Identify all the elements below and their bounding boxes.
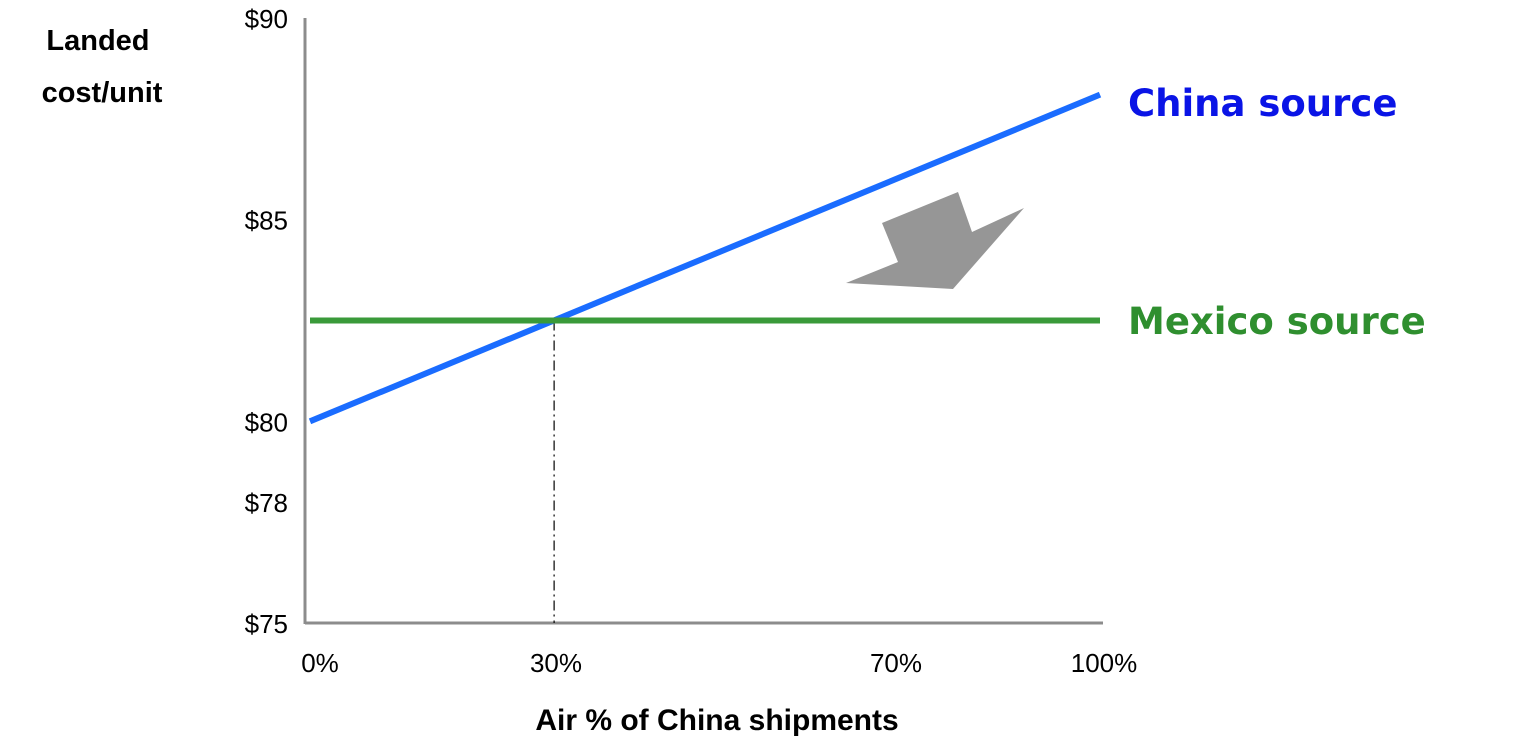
x-tick-label: 100% (1071, 648, 1138, 678)
series-lines (308, 91, 1102, 425)
y-tick-label: $90 (245, 4, 288, 34)
y-tick-label: $78 (245, 488, 288, 518)
series-line-china-source (308, 91, 1102, 425)
y-tick-label: $85 (245, 206, 288, 236)
y-axis-label-line-2: cost/unit (42, 77, 163, 109)
series-labels: China source Mexico source (1128, 82, 1426, 343)
series-label-china-source: China source (1128, 82, 1397, 125)
shift-down-arrow (846, 192, 1024, 289)
x-tick-label: 30% (530, 648, 582, 678)
y-tick-labels: $75 $78 $80 $85 $90 (245, 4, 288, 639)
y-tick-label: $75 (245, 609, 288, 639)
y-axis-label: Landed cost/unit (42, 25, 163, 109)
x-tick-label: 0% (301, 648, 339, 678)
y-tick-label: $80 (245, 407, 288, 437)
x-axis-label: Air % of China shipments (535, 704, 898, 737)
x-tick-label: 70% (870, 648, 922, 678)
series-label-mexico-source: Mexico source (1128, 300, 1426, 343)
x-tick-labels: 0% 30% 70% 100% (301, 648, 1137, 678)
y-axis-label-line-1: Landed (46, 25, 149, 57)
